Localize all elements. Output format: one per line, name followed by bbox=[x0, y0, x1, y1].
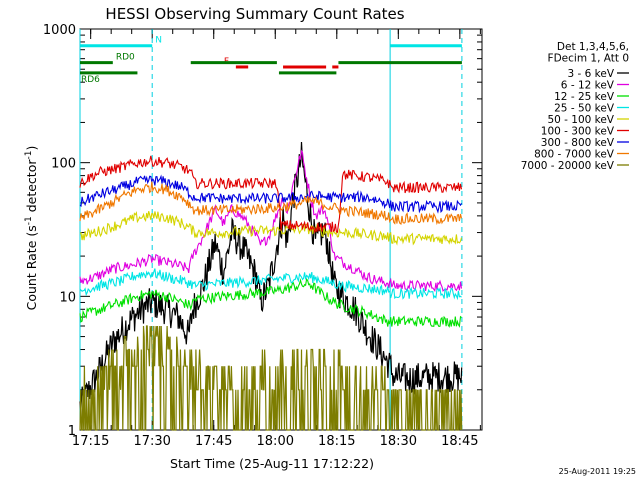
legend-label: 3 - 6 keV bbox=[567, 68, 614, 80]
series-line bbox=[79, 181, 463, 226]
legend-label: 100 - 300 keV bbox=[541, 126, 615, 138]
series-line bbox=[79, 149, 463, 293]
x-tick-label: 18:15 bbox=[318, 434, 355, 449]
chart-title: HESSI Observing Summary Count Rates bbox=[105, 5, 404, 23]
instrument-state-bars: NFRD0RD6 bbox=[80, 36, 462, 85]
y-tick-label: 1000 bbox=[43, 23, 76, 38]
state-bar-label: RD0 bbox=[116, 53, 135, 63]
legend-label: 6 - 12 keV bbox=[561, 80, 615, 92]
legend-label: 25 - 50 keV bbox=[554, 103, 615, 115]
legend-label: 50 - 100 keV bbox=[547, 114, 614, 126]
legend-header-line: FDecim 1, Att 0 bbox=[548, 53, 629, 65]
legend-label: 12 - 25 keV bbox=[554, 91, 615, 103]
x-axis-label: Start Time (25-Aug-11 17:12:22) bbox=[170, 456, 374, 471]
x-tick-label: 18:00 bbox=[257, 434, 294, 449]
legend-label: 300 - 800 keV bbox=[541, 137, 615, 149]
generated-timestamp: 25-Aug-2011 19:25 bbox=[559, 467, 636, 476]
series-line bbox=[79, 141, 463, 412]
y-axis-label-end: ) bbox=[24, 146, 39, 151]
y-tick-label: 1 bbox=[68, 424, 76, 439]
legend: Det 1,3,4,5,6,FDecim 1, Att 0 3 - 6 keV6 … bbox=[521, 41, 629, 172]
y-axis-label-sup-2: -1 bbox=[24, 151, 34, 160]
y-axis-label-mid: detector bbox=[24, 159, 39, 217]
y-axis-label-main: Count Rate (s bbox=[24, 225, 39, 310]
plot-frame-and-ticks: 1 10 100 1000 17:15 17:30 17:45 18:00 18:15 18:30… bbox=[43, 23, 483, 449]
series-line bbox=[79, 211, 463, 246]
legend-label: 7000 - 20000 keV bbox=[521, 160, 615, 172]
x-tick-label: 17:30 bbox=[133, 434, 170, 449]
y-tick-label: 10 bbox=[59, 290, 76, 305]
x-tick-label: 18:45 bbox=[441, 434, 478, 449]
y-tick-label: 100 bbox=[51, 157, 76, 172]
x-tick-label: 17:15 bbox=[72, 434, 109, 449]
legend-header-line: Det 1,3,4,5,6, bbox=[557, 41, 629, 53]
data-series bbox=[79, 141, 463, 431]
series-line bbox=[79, 277, 462, 328]
state-bar-label: RD6 bbox=[81, 75, 100, 85]
legend-label: 800 - 7000 keV bbox=[534, 149, 615, 161]
y-axis-label: Count Rate (s-1 detector-1) bbox=[24, 146, 39, 311]
series-line bbox=[79, 325, 463, 431]
series-line bbox=[79, 155, 463, 234]
x-tick-label: 17:45 bbox=[195, 434, 232, 449]
state-bar-label: N bbox=[155, 36, 162, 46]
series-line bbox=[79, 174, 462, 214]
series-line bbox=[79, 268, 462, 301]
y-axis-label-sup-1: -1 bbox=[24, 216, 34, 225]
x-tick-label: 18:30 bbox=[380, 434, 417, 449]
